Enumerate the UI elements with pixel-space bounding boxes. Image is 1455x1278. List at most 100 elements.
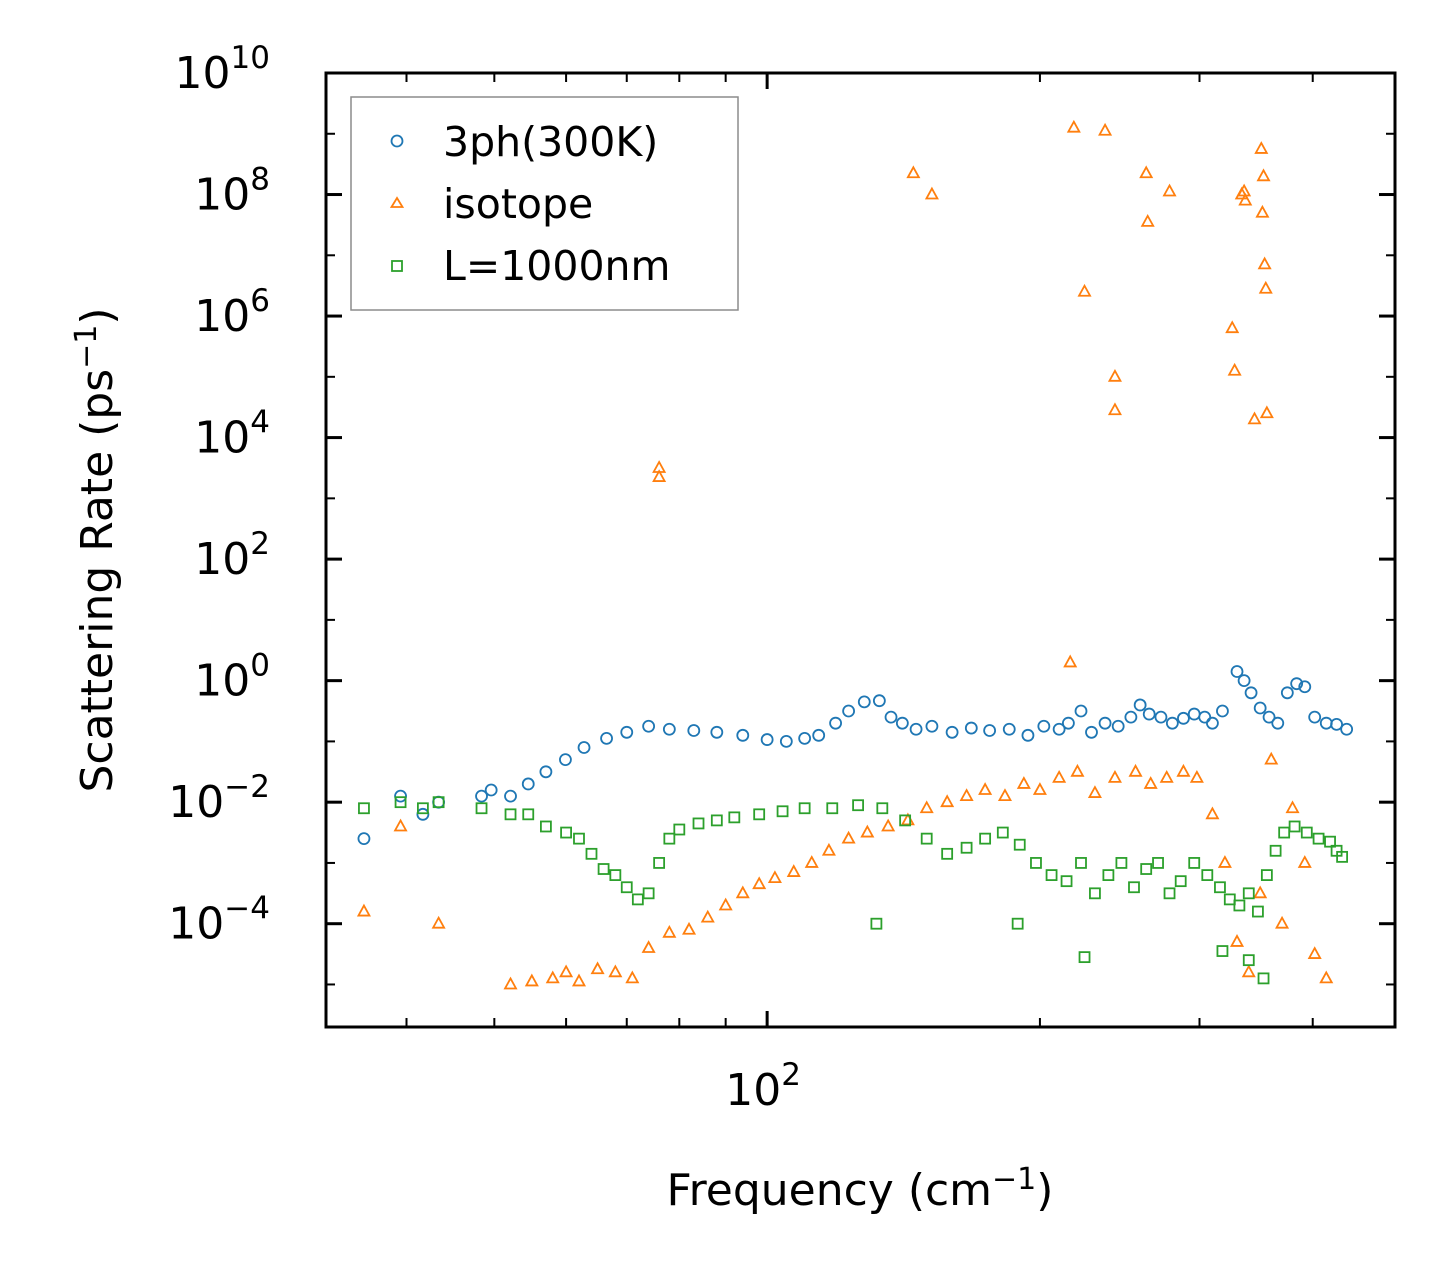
point-boundary	[1030, 857, 1042, 869]
plot-frame	[324, 71, 1397, 1029]
point-boundary	[1252, 905, 1264, 918]
point-3ph	[1330, 717, 1343, 731]
point-3ph	[484, 783, 498, 797]
point-3ph	[1262, 710, 1276, 724]
point-3ph	[1271, 716, 1285, 730]
y-tick-label-exponent: 10	[231, 40, 270, 76]
y-tick-label-base: 10	[194, 656, 250, 707]
point-isotope	[1241, 964, 1256, 978]
point-boundary	[1078, 951, 1091, 964]
point-3ph	[736, 728, 750, 742]
point-boundary	[653, 857, 666, 869]
point-boundary	[1188, 857, 1201, 869]
point-isotope	[1285, 800, 1300, 814]
point-boundary	[597, 863, 610, 875]
point-boundary	[1174, 875, 1187, 888]
point-boundary	[960, 841, 973, 854]
point-isotope	[1066, 119, 1081, 133]
point-3ph	[475, 789, 488, 803]
point-isotope	[786, 864, 801, 877]
point-boundary	[776, 805, 789, 818]
point-3ph	[1052, 722, 1066, 736]
y-axis-label: Scattering Rate (ps−1)	[69, 307, 123, 792]
point-3ph	[812, 728, 826, 742]
point-isotope	[524, 973, 539, 987]
point-3ph	[842, 704, 856, 718]
point-3ph	[1298, 680, 1312, 694]
point-3ph	[710, 725, 724, 739]
point-isotope	[1254, 141, 1269, 154]
point-isotope	[1247, 411, 1262, 425]
y-tick-label-exponent: 4	[250, 405, 270, 441]
point-boundary	[876, 802, 889, 815]
point-3ph	[1111, 719, 1125, 733]
point-boundary	[920, 832, 933, 845]
point-boundary	[1257, 972, 1270, 985]
point-3ph	[1206, 716, 1219, 730]
x-tick-label-exponent: 2	[781, 1057, 801, 1093]
legend-marker-isotope	[389, 196, 405, 208]
point-boundary	[1075, 857, 1087, 869]
point-boundary	[1233, 899, 1246, 912]
x-tick-label-base: 10	[725, 1065, 781, 1116]
y-tick-label: 1010	[175, 40, 270, 99]
legend-frame	[350, 96, 739, 311]
point-boundary	[710, 814, 723, 827]
point-isotope	[978, 782, 993, 795]
point-3ph	[895, 716, 909, 730]
point-3ph	[504, 789, 517, 803]
point-3ph	[620, 725, 634, 739]
point-isotope	[959, 788, 974, 801]
point-3ph	[1340, 722, 1354, 736]
point-3ph	[394, 789, 407, 803]
point-isotope	[662, 924, 677, 938]
point-3ph	[577, 741, 591, 754]
point-3ph	[1124, 710, 1138, 724]
point-boundary	[609, 869, 622, 881]
point-boundary	[1089, 887, 1101, 900]
y-tick-label: 104	[194, 405, 270, 464]
point-3ph	[1230, 665, 1244, 678]
point-boundary	[852, 799, 864, 812]
point-boundary	[1013, 838, 1026, 851]
point-boundary	[585, 847, 598, 860]
point-isotope	[700, 909, 715, 923]
point-boundary	[1312, 832, 1325, 845]
point-isotope	[1229, 934, 1245, 947]
point-isotope	[652, 469, 667, 482]
point-boundary	[504, 808, 517, 821]
point-isotope	[1032, 782, 1047, 795]
point-isotope	[881, 818, 896, 832]
point-isotope	[1077, 283, 1092, 297]
point-isotope	[1107, 402, 1122, 416]
point-isotope	[1162, 183, 1177, 197]
point-boundary	[870, 917, 883, 930]
series-l-1000nm	[358, 796, 1349, 985]
y-tick-label-base: 10	[194, 170, 250, 221]
point-isotope	[1319, 970, 1334, 984]
point-3ph	[521, 777, 535, 791]
point-isotope	[1297, 855, 1312, 868]
point-boundary	[394, 796, 407, 809]
point-isotope	[1307, 946, 1322, 959]
point-3ph	[559, 753, 572, 767]
point-isotope	[503, 976, 518, 990]
point-3ph	[1165, 716, 1179, 730]
point-isotope	[1143, 776, 1158, 789]
point-isotope	[356, 903, 371, 917]
point-boundary	[573, 832, 585, 845]
point-boundary	[826, 802, 839, 815]
point-3ph	[1319, 716, 1333, 730]
point-isotope	[1255, 204, 1270, 218]
point-3ph	[687, 724, 701, 737]
point-boundary	[432, 796, 445, 809]
point-isotope	[1258, 280, 1273, 294]
series-3ph-300k-	[357, 665, 1354, 846]
point-isotope	[1205, 806, 1220, 820]
point-3ph	[1142, 707, 1156, 721]
point-isotope	[1275, 915, 1290, 929]
point-3ph	[1074, 704, 1088, 718]
point-isotope	[919, 800, 934, 814]
